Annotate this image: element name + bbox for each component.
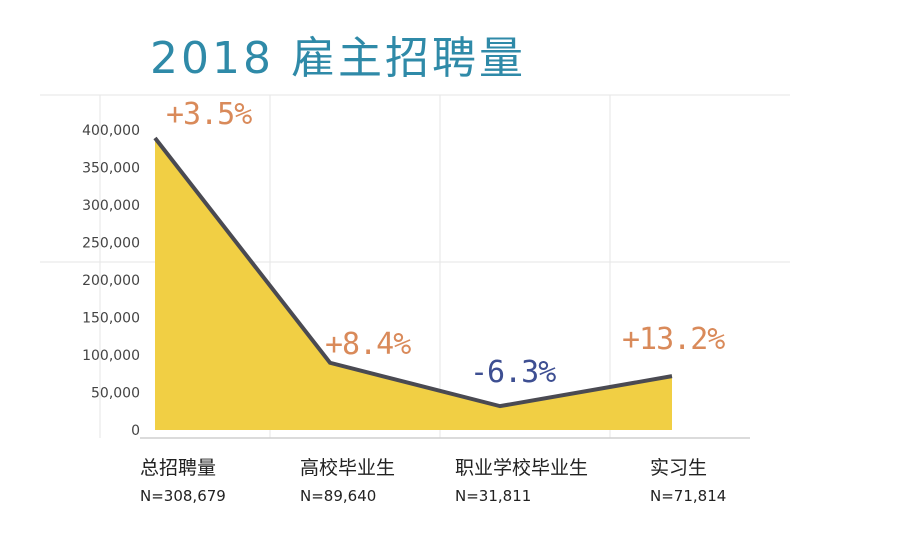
y-tick-label: 350,000	[82, 161, 140, 177]
y-tick-label: 250,000	[82, 236, 140, 252]
change-label: +13.2%	[622, 322, 725, 357]
category-label: 总招聘量	[140, 457, 216, 479]
change-label: -6.3%	[470, 355, 556, 390]
x-axis-categories: 总招聘量 N=308,679 高校毕业生 N=89,640 职业学校毕业生 N=31,81…	[140, 457, 726, 505]
n-label: N=308,679	[140, 487, 226, 505]
y-tick-label: 300,000	[82, 198, 140, 214]
y-tick-label: 100,000	[82, 348, 140, 364]
change-labels: +3.5% +8.4% -6.3% +13.2%	[166, 97, 726, 390]
y-tick-label: 0	[131, 423, 140, 439]
category-label: 职业学校毕业生	[455, 457, 588, 479]
n-label: N=71,814	[650, 487, 726, 505]
series-line	[153, 136, 673, 409]
n-label: N=31,811	[455, 487, 531, 505]
change-label: +3.5%	[166, 97, 252, 132]
grid-layer	[40, 94, 790, 439]
y-tick-label: 50,000	[91, 386, 140, 402]
area-fill	[155, 138, 672, 430]
y-tick-label: 200,000	[82, 273, 140, 289]
change-label: +8.4%	[325, 327, 411, 362]
category-label: 高校毕业生	[300, 457, 395, 479]
y-tick-label: 400,000	[82, 123, 140, 139]
y-axis-ticks: 0 50,000 100,000 150,000 200,000 250,000 300,0…	[82, 123, 140, 439]
y-tick-label: 150,000	[82, 311, 140, 327]
chart-title: 2018 雇主招聘量	[150, 33, 526, 84]
category-label: 实习生	[650, 457, 707, 479]
n-label: N=89,640	[300, 487, 376, 505]
